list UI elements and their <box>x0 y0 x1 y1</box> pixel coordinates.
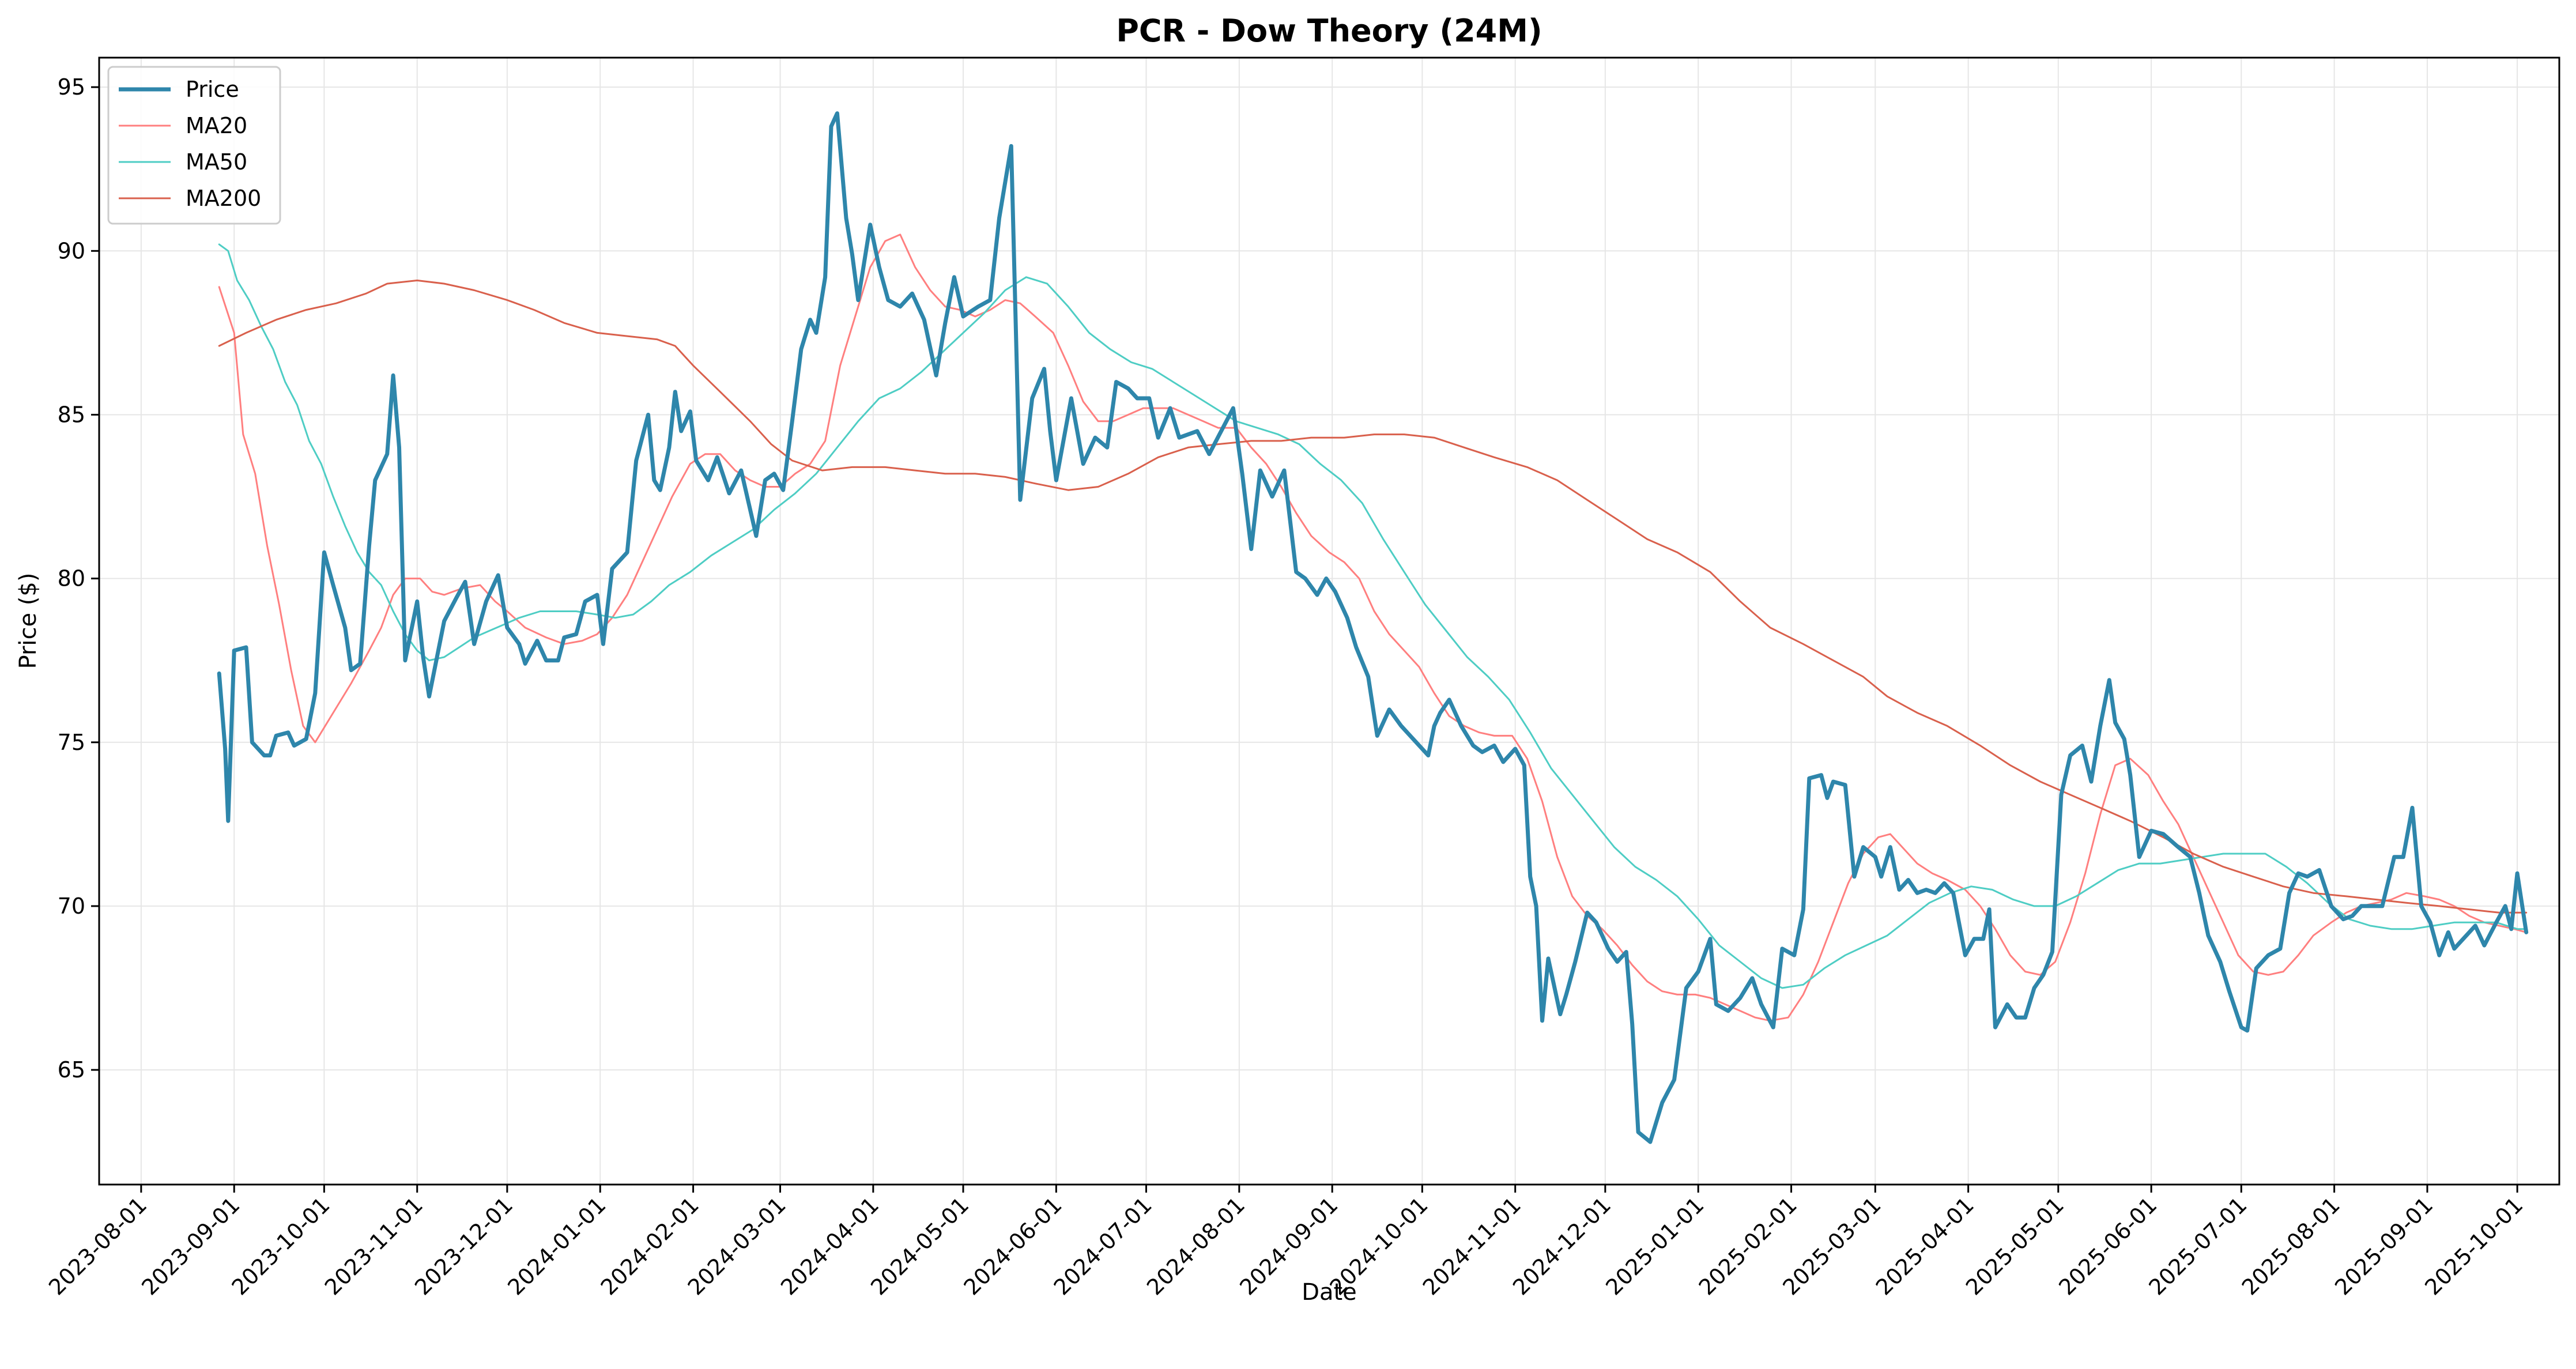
chart-title: PCR - Dow Theory (24M) <box>1116 13 1542 49</box>
series-line-ma200 <box>218 280 2528 914</box>
series-line-ma50 <box>218 243 2528 989</box>
y-tick-label: 95 <box>58 74 85 100</box>
grid-layer <box>99 58 2559 1185</box>
y-axis-label: Price ($) <box>15 573 42 669</box>
x-tick-label: 2025-08-01 <box>2237 1192 2345 1300</box>
legend: Price MA20 MA50 MA200 <box>107 66 281 225</box>
y-tick-label: 75 <box>58 730 85 755</box>
series-line-price <box>217 111 2529 1144</box>
legend-label-ma20: MA20 <box>186 113 247 138</box>
y-tick-label: 65 <box>58 1057 85 1083</box>
x-axis-label: Date <box>1302 1279 1357 1306</box>
x-tick-label: 2025-01-01 <box>1601 1192 1708 1300</box>
y-tick-label: 70 <box>58 893 85 919</box>
x-tick-label: 2023-08-01 <box>44 1192 152 1300</box>
series-line-ma20 <box>218 233 2528 1022</box>
series-layer <box>217 111 2529 1144</box>
legend-label-ma200: MA200 <box>186 186 261 211</box>
x-tick-label: 2024-08-01 <box>1142 1192 1250 1300</box>
y-tick-label: 90 <box>58 238 85 263</box>
y-tick-label: 80 <box>58 566 85 591</box>
ticks-layer: 2023-08-012023-09-012023-10-012023-11-01… <box>44 74 2528 1300</box>
y-tick-label: 85 <box>58 402 85 427</box>
x-tick-label: 2024-01-01 <box>503 1192 610 1300</box>
legend-label-price: Price <box>186 77 239 102</box>
plot-frame <box>98 56 2560 1186</box>
legend-box <box>107 66 281 225</box>
legend-label-ma50: MA50 <box>186 149 247 175</box>
